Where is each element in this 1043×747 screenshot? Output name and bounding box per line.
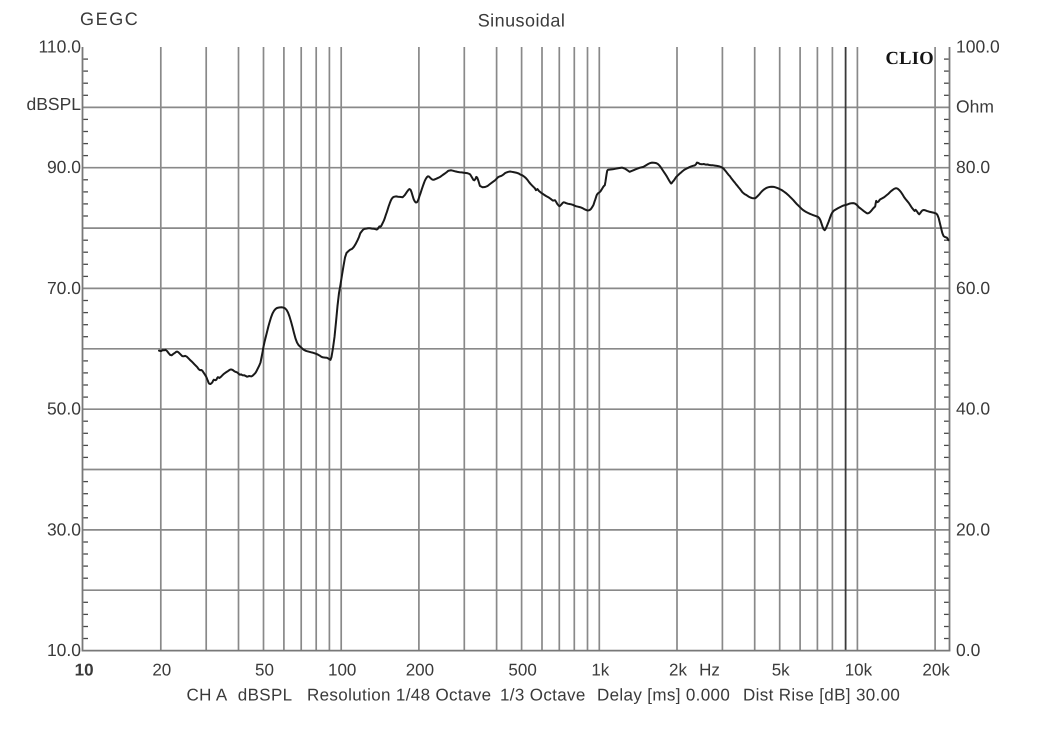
- svg-text:50: 50: [255, 661, 274, 680]
- svg-text:100.0: 100.0: [956, 37, 1000, 57]
- svg-text:0.0: 0.0: [956, 640, 981, 660]
- svg-text:50.0: 50.0: [47, 399, 81, 419]
- svg-text:30.0: 30.0: [47, 519, 81, 539]
- svg-text:Ohm: Ohm: [956, 96, 994, 116]
- svg-text:20k: 20k: [922, 661, 950, 680]
- svg-text:110.0: 110.0: [39, 37, 82, 57]
- svg-text:20.0: 20.0: [956, 519, 990, 539]
- svg-text:CH A: CH A: [187, 686, 228, 705]
- svg-text:10: 10: [75, 661, 94, 680]
- svg-text:Dist Rise [dB] 30.00: Dist Rise [dB] 30.00: [743, 686, 900, 705]
- svg-text:1k: 1k: [591, 661, 609, 680]
- svg-text:2k: 2k: [669, 661, 687, 680]
- svg-text:Resolution 1/48 Octave: Resolution 1/48 Octave: [307, 686, 491, 705]
- svg-text:100: 100: [328, 661, 356, 680]
- svg-text:CLIO: CLIO: [886, 49, 935, 69]
- svg-text:Sinusoidal: Sinusoidal: [478, 11, 566, 31]
- svg-text:Delay [ms] 0.000: Delay [ms] 0.000: [597, 686, 730, 705]
- svg-text:40.0: 40.0: [956, 399, 990, 419]
- svg-text:GEGC: GEGC: [80, 9, 139, 29]
- svg-text:90.0: 90.0: [47, 157, 81, 177]
- svg-text:1/3 Octave: 1/3 Octave: [500, 686, 586, 705]
- svg-text:80.0: 80.0: [956, 157, 990, 177]
- svg-text:500: 500: [508, 661, 536, 680]
- svg-text:70.0: 70.0: [47, 278, 81, 298]
- svg-text:10k: 10k: [845, 661, 873, 680]
- svg-text:20: 20: [152, 661, 171, 680]
- svg-text:10.0: 10.0: [47, 640, 81, 660]
- svg-text:60.0: 60.0: [956, 278, 990, 298]
- svg-text:5k: 5k: [772, 661, 790, 680]
- svg-text:dBSPL: dBSPL: [238, 686, 293, 705]
- svg-text:200: 200: [406, 661, 434, 680]
- svg-text:Hz: Hz: [699, 661, 720, 680]
- svg-text:dBSPL: dBSPL: [27, 94, 82, 114]
